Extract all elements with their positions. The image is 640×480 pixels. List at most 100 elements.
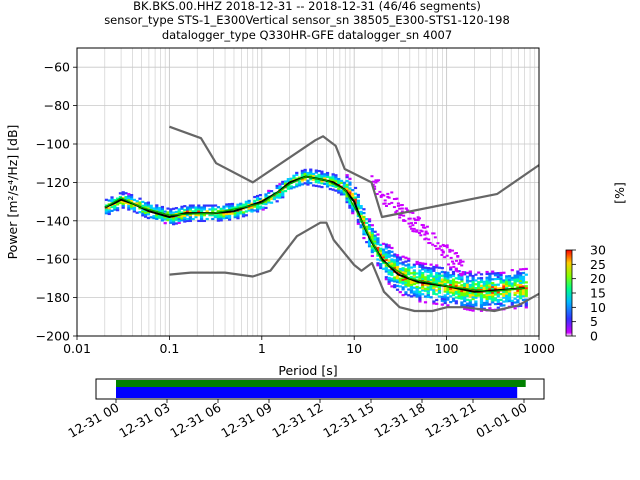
density-cell [454, 284, 458, 288]
density-cell [404, 264, 408, 267]
density-cell [272, 196, 276, 199]
density-cell [110, 198, 114, 201]
density-cell [311, 172, 316, 176]
density-cell [465, 308, 470, 311]
density-cell [437, 274, 442, 277]
density-cell [132, 208, 137, 211]
density-cell [373, 244, 377, 247]
density-cell [421, 293, 425, 296]
density-cell [289, 187, 293, 190]
density-cell [479, 300, 484, 303]
density-cell [269, 201, 274, 204]
density-cell [435, 302, 439, 305]
density-cell [513, 301, 517, 304]
density-cell [408, 225, 412, 228]
density-cell [519, 304, 523, 307]
density-cell [379, 243, 383, 247]
density-cell [348, 193, 352, 196]
density-cell [516, 295, 520, 298]
density-cell [407, 273, 411, 276]
density-cell [144, 211, 148, 214]
density-cell [407, 265, 411, 268]
density-cell [502, 304, 506, 307]
density-cell [255, 206, 260, 209]
density-cell [421, 273, 425, 277]
density-cell [286, 179, 290, 183]
density-cell [393, 284, 397, 287]
density-cell [359, 206, 363, 210]
density-cell [132, 206, 137, 209]
density-cell [471, 297, 475, 301]
density-cell [177, 210, 181, 213]
density-cell [485, 297, 489, 300]
density-cell [138, 207, 142, 210]
density-cell [118, 196, 123, 199]
density-cell [471, 276, 475, 280]
density-cell [253, 201, 257, 204]
density-cell [110, 209, 114, 212]
density-cell [479, 278, 484, 282]
density-cell [395, 263, 400, 266]
density-cell [435, 281, 439, 284]
density-cell [460, 280, 464, 283]
density-cell [185, 214, 190, 217]
density-cell [415, 260, 419, 264]
density-cell [339, 189, 344, 192]
density-cell [306, 183, 310, 186]
density-cell [521, 289, 526, 292]
density-cell [390, 279, 394, 282]
density-cell [401, 288, 405, 291]
density-cell [423, 295, 428, 298]
density-cell [404, 268, 408, 271]
density-cell [423, 262, 428, 265]
density-cell [513, 276, 517, 279]
density-cell [412, 292, 416, 295]
density-cell [505, 282, 509, 286]
density-cell [390, 250, 394, 253]
density-cell [169, 212, 173, 215]
density-cell [412, 227, 416, 230]
density-cell [166, 207, 170, 210]
density-cell [356, 203, 360, 206]
density-cell [339, 193, 344, 196]
density-cell [387, 263, 391, 266]
density-cell [423, 278, 428, 281]
density-cell [432, 285, 436, 288]
density-cell [386, 192, 390, 195]
density-cell [281, 180, 285, 183]
x-tick-label: 10 [346, 341, 362, 356]
density-cell [516, 285, 520, 289]
density-cell [247, 199, 251, 202]
density-cell [149, 206, 153, 209]
density-cell [513, 284, 517, 287]
density-cell [451, 288, 456, 291]
density-cell [435, 273, 439, 277]
density-cell [337, 179, 341, 183]
density-cell [236, 203, 240, 206]
density-cell [465, 281, 470, 284]
density-cell [300, 175, 304, 178]
density-cell [292, 178, 296, 181]
density-cell [390, 271, 394, 275]
density-cell [331, 175, 335, 178]
density-cell [451, 274, 456, 277]
density-cell [317, 181, 321, 184]
density-cell [435, 266, 439, 269]
density-cell [384, 256, 388, 260]
density-cell [398, 256, 402, 259]
density-cell [320, 185, 324, 189]
density-cell [401, 269, 405, 272]
density-cell [384, 247, 388, 250]
density-cell [202, 214, 206, 217]
density-cell [471, 286, 475, 289]
density-cell [362, 236, 366, 240]
density-cell [454, 288, 458, 291]
density-cell [146, 207, 151, 210]
density-cell [286, 187, 290, 190]
density-cell [449, 266, 453, 269]
density-cell [367, 241, 372, 244]
density-cell [401, 294, 405, 297]
density-cell [356, 220, 360, 223]
density-cell [471, 294, 475, 297]
